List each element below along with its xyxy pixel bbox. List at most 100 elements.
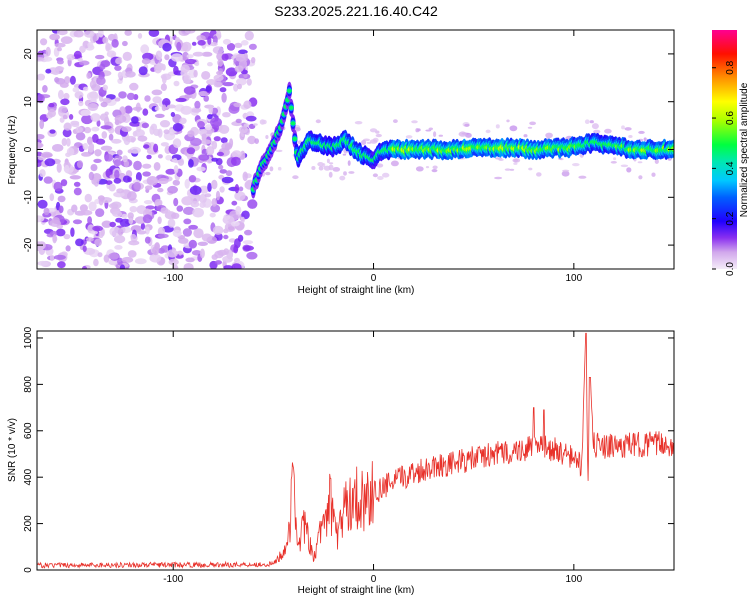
noise-blob (210, 117, 222, 128)
noise-blob (71, 204, 78, 213)
noise-blob (81, 114, 93, 125)
noise-blob (465, 132, 472, 138)
y-tick-label: 0 (23, 567, 34, 573)
noise-blob (94, 149, 102, 157)
noise-blob (114, 245, 123, 250)
noise-blob (173, 80, 180, 87)
noise-blob (132, 106, 143, 111)
noise-blob (342, 153, 347, 156)
noise-blob (60, 36, 73, 44)
noise-blob (226, 43, 236, 51)
noise-blob (223, 265, 233, 269)
noise-blob (129, 121, 141, 127)
y-tick-label: -10 (23, 190, 34, 205)
noise-blob (637, 161, 643, 164)
noise-blob (105, 180, 113, 186)
noise-blob (124, 105, 133, 114)
noise-blob (192, 207, 205, 218)
noise-blob (348, 171, 355, 174)
noise-blob (162, 42, 172, 52)
noise-blob (56, 162, 62, 173)
noise-blob (495, 124, 500, 129)
noise-blob (188, 224, 199, 230)
noise-blob (199, 139, 212, 145)
noise-blob (82, 266, 87, 269)
noise-blob (56, 59, 64, 65)
noise-blob (154, 65, 162, 74)
noise-blob (506, 119, 510, 123)
noise-blob (613, 157, 617, 161)
noise-blob (41, 56, 53, 62)
noise-blob (108, 252, 119, 260)
noise-blob (55, 228, 66, 237)
noise-blob (242, 240, 254, 245)
noise-blob (102, 84, 109, 91)
noise-blob (60, 179, 68, 187)
noise-blob (121, 126, 132, 132)
noise-blob (83, 126, 92, 134)
noise-blob (49, 129, 56, 134)
noise-blob (243, 100, 252, 109)
noise-blob (53, 254, 66, 260)
noise-blob (66, 54, 75, 61)
noise-blob (193, 69, 198, 78)
noise-blob (73, 181, 81, 187)
noise-blob (207, 114, 213, 120)
noise-blob (390, 160, 399, 167)
noise-blob (183, 263, 194, 269)
noise-blob (198, 154, 210, 161)
noise-blob (211, 179, 218, 190)
noise-blob (509, 168, 515, 171)
noise-blob (130, 233, 137, 240)
noise-blob (83, 86, 89, 92)
noise-blob (204, 124, 213, 131)
noise-blob (562, 169, 570, 172)
noise-blob (207, 182, 212, 192)
noise-blob (485, 129, 491, 134)
noise-blob (129, 206, 138, 213)
noise-blob (153, 128, 161, 136)
noise-blob (174, 37, 180, 42)
noise-blob (234, 184, 240, 194)
noise-blob (159, 120, 171, 128)
noise-blob (217, 58, 224, 67)
noise-blob (163, 129, 170, 135)
noise-blob (171, 53, 183, 62)
noise-blob (643, 137, 647, 142)
noise-blob (88, 201, 97, 212)
noise-blob (75, 238, 84, 247)
noise-blob (246, 251, 258, 260)
noise-blob (382, 172, 390, 178)
noise-blob (231, 263, 242, 269)
noise-blob (115, 217, 123, 223)
noise-blob (343, 171, 347, 176)
noise-blob (173, 165, 179, 174)
noise-blob (206, 79, 217, 85)
noise-blob (71, 122, 80, 128)
noise-blob (372, 173, 378, 178)
noise-blob (248, 43, 257, 50)
noise-blob (225, 67, 238, 77)
noise-blob (37, 134, 45, 140)
noise-blob (425, 166, 430, 169)
noise-blob (133, 181, 141, 191)
noise-blob (375, 133, 382, 138)
noise-blob (182, 228, 192, 237)
x-tick-label: 100 (565, 574, 582, 585)
noise-blob (96, 119, 101, 127)
noise-blob (332, 167, 341, 172)
noise-blob (146, 176, 159, 186)
noise-blob (315, 119, 321, 124)
noise-blob (39, 169, 46, 178)
noise-blob (76, 160, 84, 169)
noise-blob (318, 165, 324, 171)
y-tick-label: 200 (23, 515, 34, 532)
noise-blob (93, 258, 99, 267)
noise-blob (93, 158, 102, 163)
noise-blob (142, 171, 151, 177)
noise-blob (432, 165, 438, 170)
chart-title: S233.2025.221.16.40.C42 (274, 3, 438, 19)
noise-blob (593, 129, 601, 134)
noise-blob (212, 225, 224, 235)
